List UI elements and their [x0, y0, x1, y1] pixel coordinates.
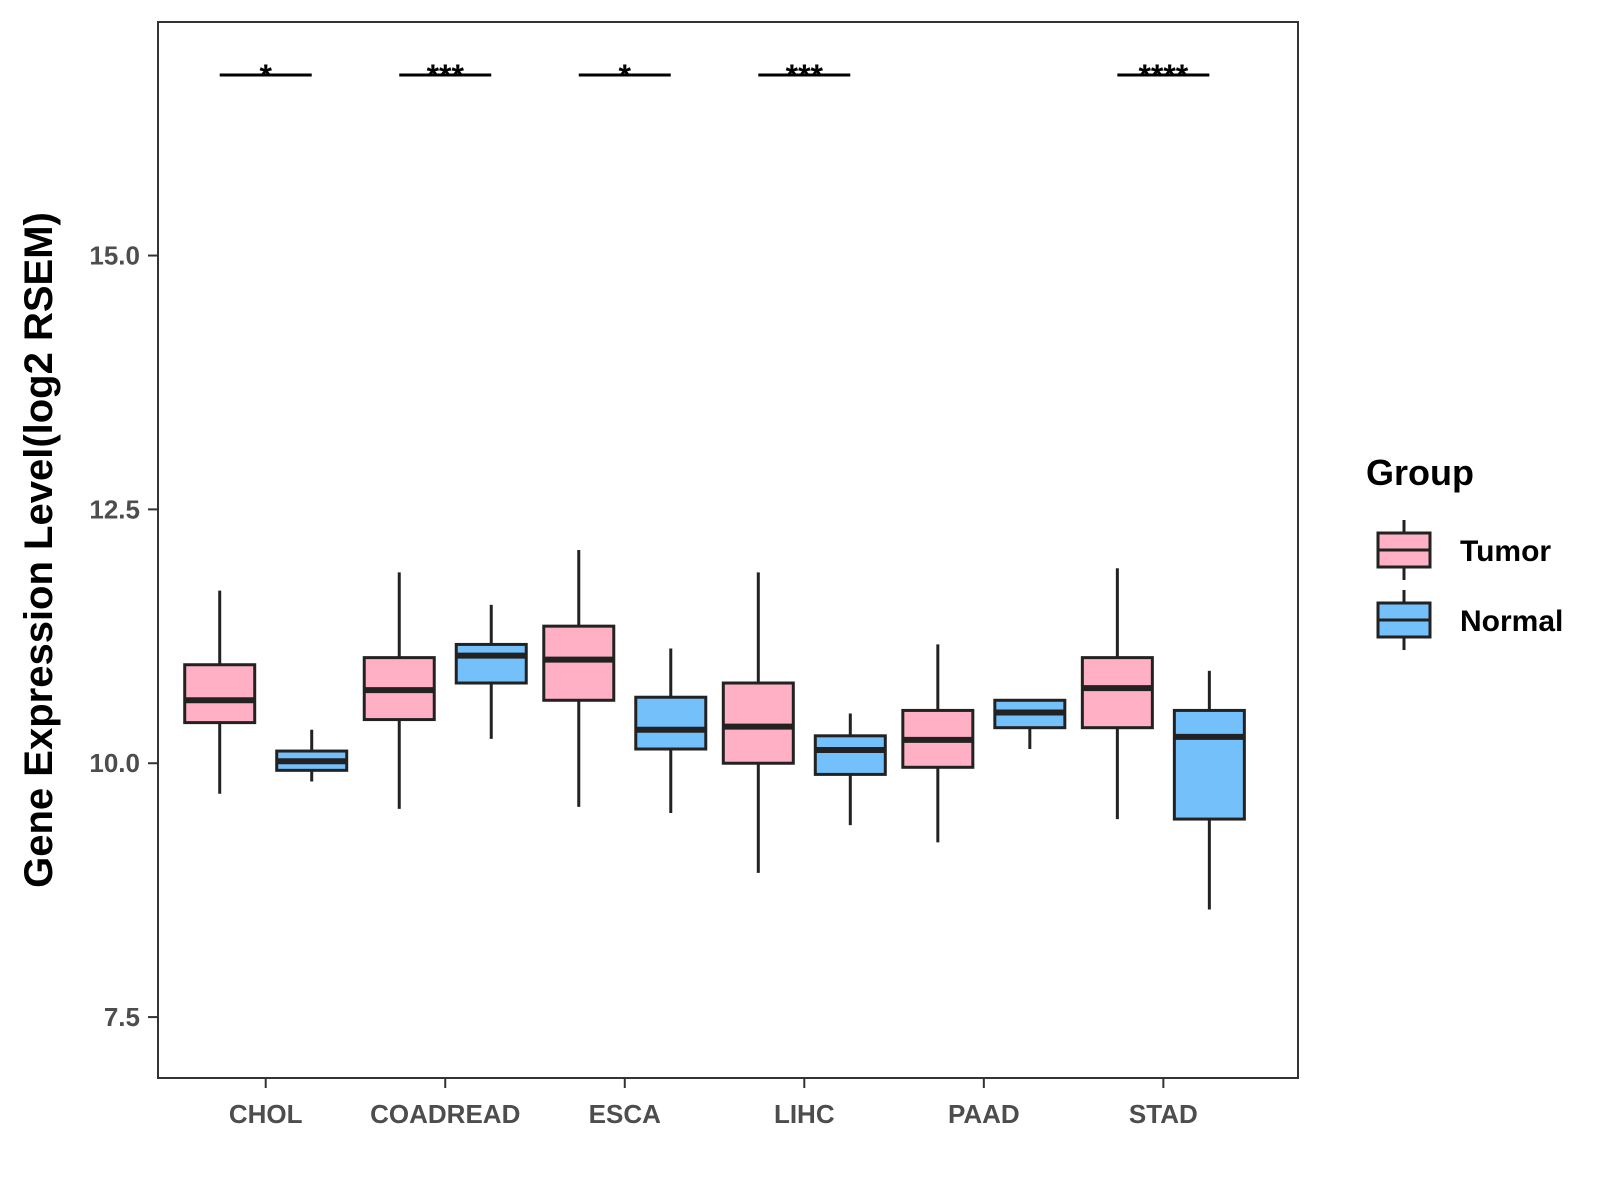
box-normal-coadread — [454, 604, 528, 739]
significance-label: * — [259, 58, 272, 94]
legend-label: Tumor — [1460, 535, 1551, 568]
legend-label: Normal — [1460, 605, 1563, 638]
box-tumor-chol — [183, 590, 257, 794]
box-normal-chol — [275, 729, 349, 782]
box-normal-lihc — [813, 713, 887, 826]
box-normal-esca — [634, 648, 708, 813]
box-body — [542, 624, 616, 702]
x-tick-label: COADREAD — [370, 1099, 520, 1129]
box-normal-stad — [1172, 670, 1246, 910]
box-normal-paad — [993, 698, 1067, 750]
box-body — [454, 642, 528, 685]
y-axis-title: Gene Expression Level(log2 RSEM) — [17, 212, 61, 888]
box-tumor-stad — [1080, 568, 1154, 820]
significance-label: * — [619, 58, 632, 94]
x-tick-label: ESCA — [589, 1099, 661, 1129]
box-tumor-coadread — [362, 572, 436, 809]
significance-label: *** — [786, 58, 824, 94]
significance-stad: **** — [1117, 58, 1210, 94]
significance-chol: * — [219, 58, 312, 94]
box-body — [1080, 656, 1154, 730]
y-tick-label: 10.0 — [89, 748, 140, 778]
box-series — [183, 550, 1246, 910]
x-tick-label: LIHC — [774, 1099, 835, 1129]
legend: Group Tumor Normal — [1366, 452, 1563, 650]
box-tumor-lihc — [721, 572, 795, 873]
y-axis: 7.5 10.0 12.5 15.0 — [89, 241, 158, 1032]
y-tick-label: 7.5 — [104, 1002, 140, 1032]
box-tumor-paad — [901, 644, 975, 843]
plot-panel-border — [157, 21, 1299, 1079]
significance-coadread: *** — [399, 58, 492, 94]
significance-label: **** — [1138, 58, 1188, 94]
box-tumor-esca — [542, 550, 616, 807]
x-axis: CHOL COADREAD ESCA LIHC PAAD STAD — [229, 1078, 1198, 1129]
y-tick-label: 12.5 — [89, 494, 140, 524]
x-tick-label: STAD — [1129, 1099, 1198, 1129]
x-tick-label: PAAD — [948, 1099, 1020, 1129]
x-tick-label: CHOL — [229, 1099, 303, 1129]
significance-lihc: *** — [758, 58, 851, 94]
box-body — [813, 734, 887, 776]
significance-label: *** — [427, 58, 465, 94]
significance-esca: * — [578, 58, 671, 94]
significance-annotations: * *** * *** **** — [219, 58, 1210, 94]
box-body — [721, 681, 795, 765]
legend-item-tumor: Tumor — [1376, 520, 1551, 580]
box-body — [1172, 708, 1246, 821]
legend-title: Group — [1366, 452, 1474, 493]
box-body — [183, 663, 257, 725]
legend-item-normal: Normal — [1376, 590, 1563, 650]
y-tick-label: 15.0 — [89, 241, 140, 271]
box-body — [634, 695, 708, 751]
